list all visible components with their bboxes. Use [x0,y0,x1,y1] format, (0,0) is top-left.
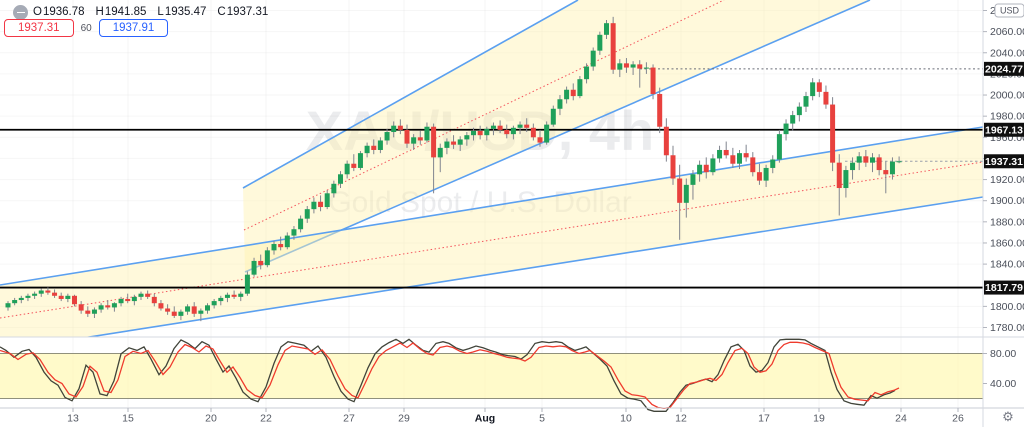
svg-text:10: 10 [620,413,632,425]
svg-text:2000.00: 2000.00 [990,90,1024,102]
steep-july-channel-median-line [243,0,725,231]
price-badge: 1937.31 [984,154,1024,169]
price-badge: 1817.79 [984,280,1024,295]
svg-text:27: 27 [343,413,355,425]
ohlc-open: O1936.78 [33,5,85,18]
svg-text:2040.00: 2040.00 [990,47,1024,59]
svg-text:1817.79: 1817.79 [985,282,1023,294]
svg-text:19: 19 [813,413,825,425]
svg-text:12: 12 [675,413,687,425]
steep-july-channel-top-line [242,0,579,189]
svg-text:1967.13: 1967.13 [985,124,1023,136]
candlestick-series [5,16,902,322]
long-shallow-channel-bottom-line [84,196,983,337]
long-shallow-channel-median-line [0,161,983,319]
time-axis[interactable]: 13 15 20 22 27 29 Aug 5 10 12 17 19 24 26 [67,408,964,425]
svg-text:1800.00: 1800.00 [990,301,1024,313]
svg-text:22: 22 [260,413,272,425]
svg-text:80.00: 80.00 [990,348,1016,360]
gridlines [0,0,983,408]
svg-text:20: 20 [205,413,217,425]
svg-text:1840.00: 1840.00 [990,259,1024,271]
steep-july-channel-bottom-line [244,0,871,273]
svg-text:29: 29 [398,413,410,425]
svg-text:40.00: 40.00 [990,378,1016,390]
ohlc-close: C1937.31 [217,5,269,18]
svg-text:1920.00: 1920.00 [990,174,1024,186]
sell-button[interactable]: 1937.31 [4,19,74,37]
svg-text:5: 5 [539,413,545,425]
stoch-k-line [0,338,896,412]
svg-text:2024.77: 2024.77 [985,63,1023,75]
svg-text:15: 15 [122,413,134,425]
svg-text:13: 13 [67,413,79,425]
price-badge: 2024.77 [984,61,1024,76]
settings-gear-icon[interactable]: ⚙ [1002,409,1014,424]
svg-text:1780.00: 1780.00 [990,322,1024,334]
currency-usd-chip[interactable]: USD [994,3,1024,18]
svg-text:2060.00: 2060.00 [990,26,1024,38]
svg-text:Aug: Aug [475,413,495,425]
ohlc-high: H1941.85 [95,5,147,18]
svg-text:1937.31: 1937.31 [985,156,1023,168]
svg-text:1860.00: 1860.00 [990,237,1024,249]
minus-icon [16,11,25,14]
svg-text:1900.00: 1900.00 [990,195,1024,207]
svg-text:USD: USD [1000,6,1020,16]
instant-trade-widget: 1937.31 60 1937.91 [4,19,169,37]
ohlc-readout: O1936.78 H1941.85 L1935.47 C1937.31 [33,4,268,19]
buy-button[interactable]: 1937.91 [98,19,169,37]
svg-text:24: 24 [895,413,907,425]
svg-text:26: 26 [952,413,964,425]
price-badge: 1967.13 [984,122,1024,137]
stochastic-pane[interactable] [0,338,983,412]
svg-text:1980.00: 1980.00 [990,111,1024,123]
long-shallow-channel-top-line [0,126,983,286]
spread-value: 60 [80,22,92,34]
stoch-d-line [0,341,900,409]
collapse-circle-minus-icon[interactable] [13,5,28,20]
price-axis[interactable]: 2080.002060.002040.002020.002000.001980.… [983,3,1024,390]
ohlc-low: L1935.47 [157,5,207,18]
svg-text:1880.00: 1880.00 [990,216,1024,228]
svg-text:17: 17 [758,413,770,425]
